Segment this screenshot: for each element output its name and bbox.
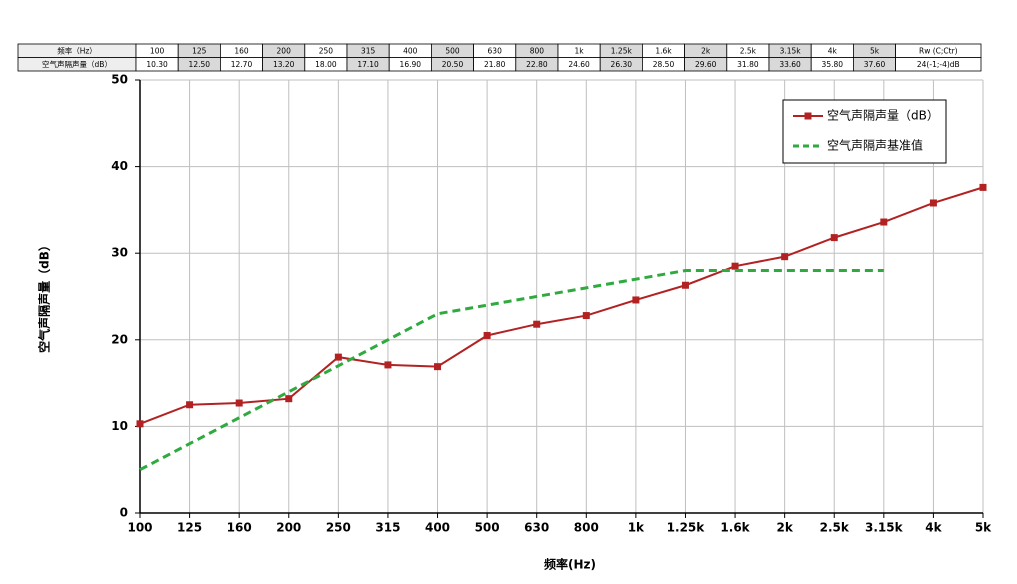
legend-label: 空气声隔声基准值 (827, 138, 923, 153)
table-text: 1.25k (611, 46, 633, 55)
data-point (979, 183, 987, 191)
table-text: 2.5k (740, 46, 757, 55)
x-tick-label: 400 (425, 521, 450, 535)
x-tick-label: 500 (475, 521, 500, 535)
data-point (880, 218, 888, 226)
y-tick-label: 20 (111, 332, 128, 346)
legend-label: 空气声隔声量（dB） (827, 108, 939, 123)
legend-marker (804, 112, 812, 120)
table-text: 12.50 (189, 60, 211, 69)
table-text: 16.90 (400, 60, 422, 69)
data-point (434, 363, 442, 371)
x-axis-title: 频率(Hz) (544, 557, 596, 572)
x-tick-label: 200 (276, 521, 301, 535)
data-point (186, 401, 194, 409)
table-cell (895, 57, 982, 72)
table-text: 35.80 (822, 60, 844, 69)
table-text: 5k (870, 46, 880, 55)
table-text: 29.60 (695, 60, 717, 69)
x-tick-label: 125 (177, 521, 202, 535)
table-text: 28.50 (653, 60, 675, 69)
x-tick-label: 250 (326, 521, 351, 535)
table-text: Rw (C;Ctr) (919, 46, 958, 55)
y-tick-label: 0 (120, 506, 128, 520)
data-point (731, 262, 739, 270)
table-text: 500 (445, 46, 460, 55)
table-text: 100 (150, 46, 165, 55)
table-text: 1k (575, 46, 585, 55)
data-point (632, 296, 640, 304)
data-point (781, 253, 789, 261)
data-point (582, 312, 590, 320)
x-tick-label: 800 (574, 521, 599, 535)
data-point (285, 395, 293, 403)
table-text: 1.6k (655, 46, 672, 55)
table-text: 22.80 (526, 60, 548, 69)
table-text: 200 (277, 46, 292, 55)
table-text: 37.60 (864, 60, 886, 69)
table-text: 13.20 (273, 60, 295, 69)
table-text: 4k (828, 46, 838, 55)
y-tick-label: 30 (111, 246, 128, 260)
x-tick-label: 315 (375, 521, 400, 535)
table-text: 10.30 (146, 60, 168, 69)
x-tick-label: 2k (776, 521, 793, 535)
table-text: 3.15k (780, 46, 802, 55)
table-text: 315 (361, 46, 376, 55)
table-text: 频率（Hz） (57, 45, 97, 55)
data-point (483, 331, 491, 339)
y-tick-label: 50 (111, 73, 128, 87)
data-point (235, 399, 243, 407)
table-text: 800 (530, 46, 545, 55)
x-tick-label: 1k (628, 521, 645, 535)
data-point (384, 361, 392, 369)
table-text: 26.30 (611, 60, 633, 69)
x-tick-label: 630 (524, 521, 549, 535)
table-text: 空气声隔声量（dB） (42, 59, 112, 69)
table-text: 125 (192, 46, 207, 55)
x-tick-label: 2.5k (820, 521, 850, 535)
series-line (139, 269, 884, 472)
table-text: 250 (319, 46, 334, 55)
table-text: 20.50 (442, 60, 464, 69)
data-point (533, 320, 541, 328)
data-point (681, 281, 689, 289)
table-text: 21.80 (484, 60, 506, 69)
table-text: 630 (488, 46, 503, 55)
table-text: 400 (403, 46, 418, 55)
table-text: 12.70 (231, 60, 253, 69)
data-point (136, 420, 144, 428)
table-text: 160 (234, 46, 249, 55)
x-tick-label: 100 (127, 521, 152, 535)
table-text: 31.80 (737, 60, 759, 69)
legend-box (782, 99, 947, 164)
x-tick-label: 1.6k (720, 521, 750, 535)
x-tick-label: 3.15k (865, 521, 904, 535)
table-text: 2k (701, 46, 711, 55)
series-line (139, 186, 984, 425)
data-point (929, 199, 937, 207)
y-tick-label: 40 (111, 159, 128, 173)
table-text: 18.00 (315, 60, 337, 69)
x-tick-label: 160 (227, 521, 252, 535)
table-text: 24.60 (568, 60, 590, 69)
table-text: 17.10 (357, 60, 379, 69)
table-text: 33.60 (779, 60, 801, 69)
x-tick-label: 1.25k (667, 521, 706, 535)
x-tick-label: 4k (925, 521, 942, 535)
data-point (830, 234, 838, 242)
data-point (334, 353, 342, 361)
x-tick-label: 5k (975, 521, 992, 535)
y-tick-label: 10 (111, 419, 128, 433)
table-text: 24(-1;-4)dB (917, 60, 960, 69)
y-axis-title: 空气声隔声量（dB） (37, 239, 52, 353)
